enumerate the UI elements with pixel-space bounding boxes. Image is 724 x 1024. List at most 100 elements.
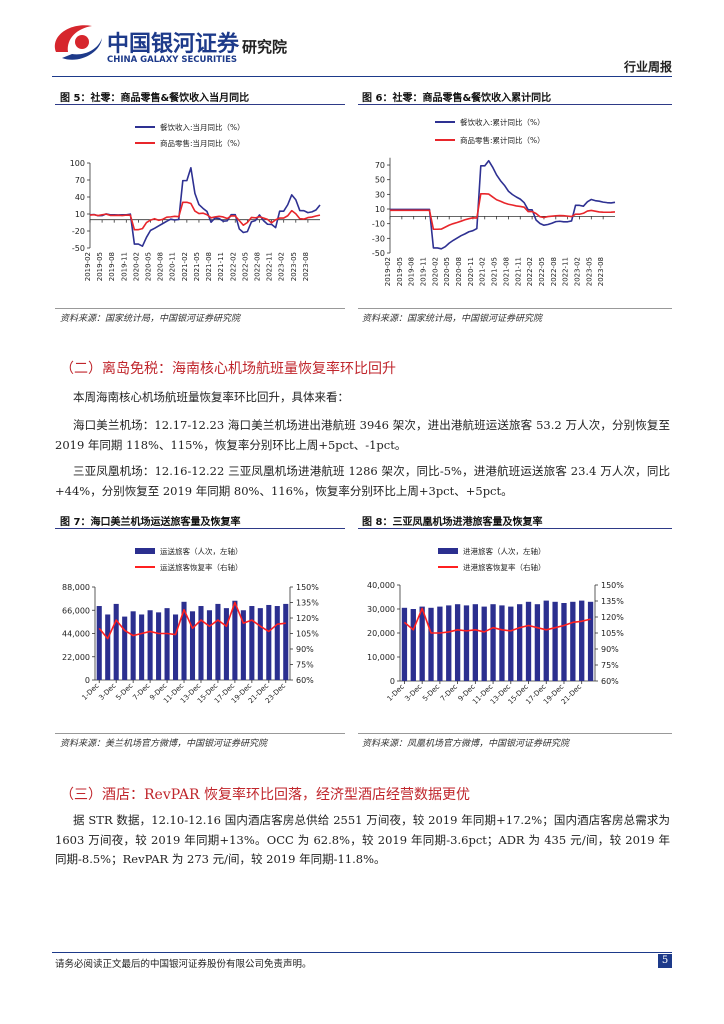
y2-tick-label: 105%: [601, 629, 624, 638]
bar: [181, 601, 187, 680]
bar: [156, 612, 162, 680]
bar: [481, 606, 487, 681]
x-tick-label: 2021-11: [514, 257, 522, 286]
bar: [257, 608, 263, 680]
legend-label: 进港旅客恢复率（右轴）: [463, 562, 546, 572]
source-rule: [358, 733, 672, 734]
x-tick-label: 21-Dec: [560, 683, 583, 706]
chart: 0 10,000 20,000 30,000 40,000 60% 75% 90% 105% 12…: [367, 546, 624, 706]
report-type: 行业周报: [623, 60, 672, 74]
y-tick-label: 44,000: [62, 630, 90, 639]
chart: 0 22,000 44,000 66,000 88,000 60% 75% 90% 105% 12…: [62, 546, 319, 705]
bar: [240, 610, 246, 680]
paragraph: 三亚凤凰机场：12.16-12.22 三亚凤凰机场进港航班 1286 架次，同比…: [55, 464, 670, 498]
legend-label: 餐饮收入:累计同比（%）: [460, 117, 545, 127]
x-tick-label: 2022-02: [229, 252, 237, 281]
y-tick-label: 70: [375, 161, 385, 170]
x-tick-label: 2021-05: [491, 257, 499, 286]
y-tick-label: 50: [375, 176, 385, 185]
y-tick-label: 22,000: [62, 653, 90, 662]
y2-tick-label: 135%: [601, 597, 624, 606]
bar: [570, 601, 576, 681]
x-tick-label: 2019-08: [108, 252, 116, 281]
y2-tick-label: 105%: [296, 630, 319, 639]
x-tick-label: 7-Dec: [439, 683, 459, 703]
bar: [96, 606, 102, 680]
x-tick-label: 2021-11: [217, 252, 225, 281]
y-tick-label: 70: [75, 176, 85, 185]
y-tick-label: 30: [375, 190, 385, 199]
legend-label: 餐饮收入:当月同比（%）: [160, 122, 245, 132]
bar: [552, 601, 558, 681]
bar: [232, 600, 238, 680]
chart: -50 -30 -10 10 30 50 70 2019-02 2019-05 2019-08 20…: [372, 117, 616, 286]
bar: [164, 608, 170, 680]
bar: [223, 608, 229, 680]
x-tick-label: 5-Dec: [114, 682, 134, 702]
source: 资料来源：国家统计局，中国银河证券研究院: [362, 314, 543, 324]
x-tick-label: 2023-05: [585, 257, 593, 286]
y-tick-label: 66,000: [62, 606, 90, 615]
footer-rule: [52, 952, 672, 953]
bar: [525, 601, 532, 681]
x-tick-label: 2020-05: [145, 252, 153, 281]
x-tick-label: 2022-08: [550, 257, 558, 286]
y2-tick-label: 150%: [296, 583, 319, 592]
x-tick-label: 2021-08: [205, 252, 213, 281]
x-tick-label: 2019-05: [396, 257, 404, 286]
bar: [122, 616, 128, 680]
bar: [215, 603, 221, 680]
x-tick-label: 2022-11: [562, 257, 570, 286]
x-tick-label: 2021-02: [479, 257, 487, 286]
x-tick-label: 2023-05: [290, 252, 298, 281]
x-tick-label: 2023-02: [278, 252, 286, 281]
figure-rule: [55, 528, 345, 529]
bar: [446, 605, 452, 681]
bar: [266, 604, 272, 680]
y2-tick-label: 60%: [296, 676, 314, 685]
line-series: [390, 193, 616, 231]
y-tick-label: 30,000: [367, 605, 395, 614]
line-series: [403, 607, 591, 634]
y-tick-label: 10: [375, 205, 385, 214]
bar: [139, 614, 145, 680]
bar: [508, 606, 514, 681]
source-rule: [55, 733, 345, 734]
y-tick-label: 10: [75, 210, 85, 219]
line-series: [89, 201, 321, 231]
x-tick-label: 2022-02: [526, 257, 534, 286]
bar: [130, 611, 136, 680]
x-tick-label: 5-Dec: [421, 683, 441, 703]
bar: [410, 609, 416, 681]
legend-label: 商品零售:当月同比（%）: [160, 138, 245, 148]
y-tick-label: 40,000: [367, 581, 395, 590]
bar: [517, 604, 523, 681]
line-series: [98, 601, 286, 640]
x-tick-label: 2020-11: [467, 257, 475, 286]
y2-tick-label: 75%: [601, 661, 619, 670]
y-tick-label: -50: [372, 249, 385, 258]
x-tick-label: 2023-08: [302, 252, 310, 281]
x-tick-label: 2019-02: [84, 252, 92, 281]
x-tick-label: 2021-05: [193, 252, 201, 281]
bar: [454, 604, 461, 681]
x-tick-label: 1-Dec: [80, 682, 100, 702]
page-number: 5: [658, 954, 672, 968]
logo-cn: 中国银河证券: [107, 32, 240, 57]
y-tick-label: 88,000: [62, 583, 90, 592]
x-tick-label: 2021-08: [502, 257, 510, 286]
bar: [587, 601, 594, 681]
y-tick-label: 10,000: [367, 653, 395, 662]
x-tick-label: 2020-11: [169, 252, 177, 281]
bar: [579, 600, 585, 681]
y2-tick-label: 150%: [601, 581, 624, 590]
x-tick-label: 2019-11: [420, 257, 428, 286]
legend-label: 商品零售:累计同比（%）: [460, 135, 545, 145]
x-tick-label: 2022-08: [253, 252, 261, 281]
y-tick-label: 20,000: [367, 629, 395, 638]
source: 资料来源：国家统计局，中国银河证券研究院: [60, 314, 241, 324]
figure-title: 图 8：三亚凤凰机场进港旅客量及恢复率: [362, 517, 543, 528]
x-tick-label: 2022-11: [266, 252, 274, 281]
x-tick-label: 2020-08: [157, 252, 165, 281]
x-tick-label: 2019-05: [96, 252, 104, 281]
